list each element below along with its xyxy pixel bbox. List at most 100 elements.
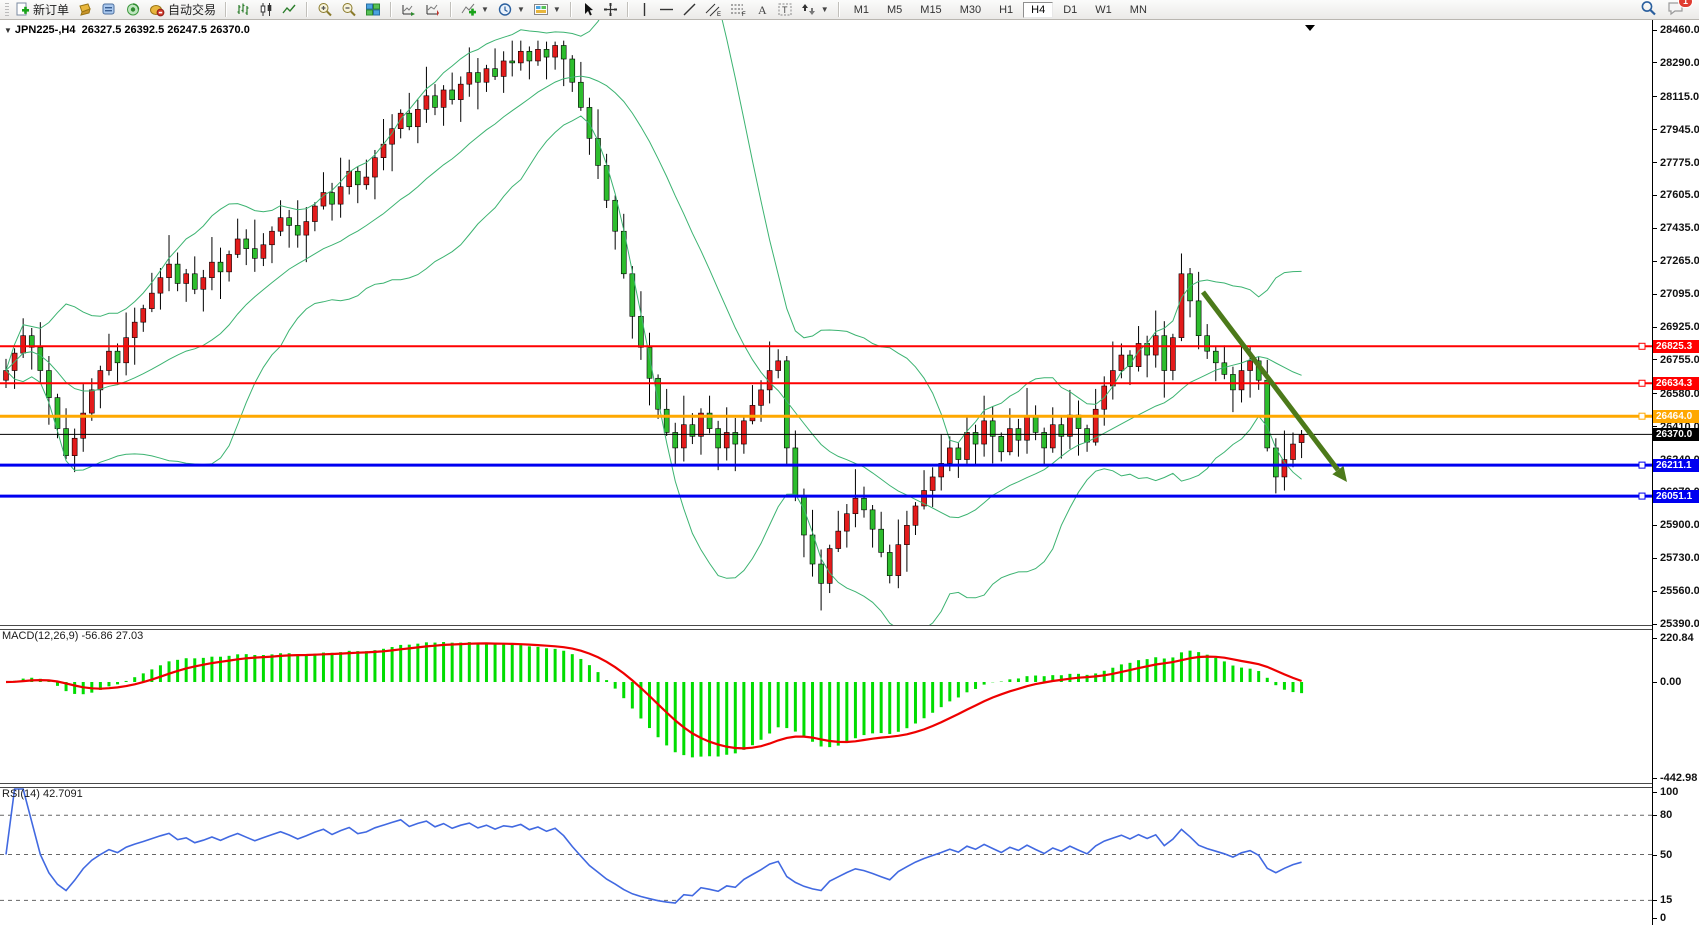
line-chart-icon (282, 4, 296, 14)
text-button[interactable]: A (751, 0, 773, 19)
hline-handle[interactable] (1638, 492, 1646, 500)
new-order-icon (16, 2, 29, 16)
rsi-tick-label: 15 (1660, 894, 1673, 906)
periods-clock-icon (498, 3, 512, 16)
trend-arrow-head (1332, 465, 1347, 482)
hline-handle[interactable] (1638, 461, 1646, 469)
toolbar-separator (306, 2, 309, 17)
trendline-button[interactable] (678, 0, 701, 19)
auto-scroll-button[interactable] (397, 0, 421, 19)
crosshair-button[interactable] (599, 0, 622, 19)
timeframe-toolbar: M1 M5 M15 M30 H1 H4 D1 W1 MN (842, 0, 1159, 19)
hline-handle[interactable] (1638, 342, 1646, 350)
autotrading-button[interactable]: 自动交易 (145, 0, 220, 20)
timeframe-button-M15[interactable]: M15 (920, 3, 942, 16)
macd-pane[interactable] (0, 628, 1652, 783)
timeframe-button-H4[interactable]: H4 (1023, 1, 1054, 18)
horizontal-line-button[interactable] (655, 0, 678, 19)
pane-separator[interactable] (0, 783, 1652, 788)
price-tick-label: 27435.0 (1660, 222, 1699, 235)
price-tick-label: 25900.0 (1660, 519, 1699, 532)
timeframe-button-W1[interactable]: W1 (1095, 3, 1112, 16)
macd-signal-line (5, 642, 1302, 750)
vertical-line-button[interactable] (634, 0, 655, 19)
trendline-icon (683, 3, 696, 16)
navigator-button[interactable] (121, 0, 145, 19)
pane-separator[interactable] (0, 625, 1652, 630)
bollinger-upper (5, 19, 1302, 444)
new-order-button[interactable]: 新订单 (11, 0, 73, 20)
price-scale[interactable]: 28460.0 28290.0 28115.0 27945.0 27775.0 27605… (1652, 19, 1699, 925)
price-tick-label: 28460.0 (1660, 24, 1699, 36)
svg-text:F: F (742, 12, 746, 17)
periods-button[interactable]: ▼ (493, 0, 529, 19)
rsi-line (5, 788, 1302, 904)
price-tick-label: 28115.0 (1660, 90, 1699, 103)
bollinger-middle (5, 75, 1302, 519)
navigator-icon (127, 3, 140, 16)
text-label-icon: T (778, 3, 792, 16)
svg-text:T: T (782, 5, 788, 15)
toolbar-right-icons: 1 (1640, 0, 1699, 19)
macd-tick-label: -442.98 (1660, 772, 1698, 784)
chart-shift-icon (426, 4, 440, 16)
timeframe-button-M5[interactable]: M5 (887, 3, 903, 16)
market-watch-button[interactable] (73, 0, 97, 19)
toolbar-group-cursor (574, 0, 625, 19)
price-tag-26825.3: 26825.3 (1653, 339, 1699, 353)
timeframe-button-H1[interactable]: H1 (999, 3, 1014, 16)
arrows-tool-icon (801, 4, 815, 15)
cursor-button[interactable] (577, 0, 599, 19)
search-button[interactable] (1640, 0, 1657, 19)
price-tick (1653, 393, 1657, 395)
indicators-button[interactable]: ▼ (457, 0, 493, 19)
timeframe-button-M1[interactable]: M1 (853, 3, 869, 16)
toolbar-drag-handle[interactable] (5, 2, 9, 17)
arrows-tool-button[interactable]: ▼ (797, 0, 833, 19)
ohlc-open: 26327.5 (81, 24, 122, 36)
macd-tick-label: 220.84 (1660, 632, 1694, 644)
hline-handle[interactable] (1638, 412, 1646, 420)
equidistant-channel-button[interactable]: E (701, 0, 726, 19)
candlestick-mode-button[interactable] (255, 0, 278, 19)
timeframe-button-MN[interactable]: MN (1129, 3, 1147, 16)
price-tick-label: 25390.0 (1660, 618, 1699, 630)
templates-caret-icon: ▼ (552, 5, 561, 14)
price-tag-26051.1: 26051.1 (1653, 489, 1699, 503)
price-tick (1653, 62, 1657, 64)
zoom-out-button[interactable] (337, 0, 361, 19)
notifications-button[interactable]: 1 (1667, 0, 1693, 19)
trend-arrow[interactable] (1201, 290, 1340, 472)
rsi-pane[interactable] (0, 786, 1652, 924)
hline-handle[interactable] (1638, 379, 1646, 387)
timeframe-button-D1[interactable]: D1 (1063, 3, 1078, 16)
timeframe-button-M30[interactable]: M30 (959, 3, 982, 16)
toolbar-separator (837, 2, 840, 17)
fibonacci-button[interactable]: F (726, 0, 751, 19)
price-tick-label: 27605.0 (1660, 189, 1699, 202)
indicators-caret-icon: ▼ (481, 5, 489, 14)
ohlc-high: 26392.5 (124, 24, 165, 36)
toolbar: 新订单 自动交易 (0, 0, 1699, 20)
price-tick-label: 27945.0 (1660, 123, 1699, 136)
tile-windows-button[interactable] (361, 0, 385, 19)
tile-windows-icon (366, 3, 381, 16)
templates-button[interactable]: ▼ (529, 0, 565, 19)
data-window-button[interactable] (97, 0, 121, 19)
price-tick-label: 26925.0 (1660, 321, 1699, 333)
data-window-icon (102, 3, 115, 15)
bollinger-lower (5, 115, 1302, 625)
line-chart-mode-button[interactable] (278, 0, 301, 19)
periods-caret-icon: ▼ (516, 5, 525, 14)
price-chart-pane[interactable] (0, 19, 1652, 625)
text-label-button[interactable]: T (773, 0, 797, 19)
toolbar-separator (390, 2, 393, 17)
symbol-dropdown-icon[interactable]: ▼ (4, 26, 12, 35)
chart-window[interactable]: ▼ JPN225-,H4 26327.5 26392.5 26247.5 2637… (0, 19, 1699, 938)
toolbar-group-chart-mode (229, 0, 304, 19)
bar-chart-mode-button[interactable] (232, 0, 255, 19)
chart-shift-button[interactable] (421, 0, 445, 19)
price-tick (1653, 557, 1657, 559)
zoom-in-button[interactable] (313, 0, 337, 19)
price-tick (1653, 96, 1657, 98)
